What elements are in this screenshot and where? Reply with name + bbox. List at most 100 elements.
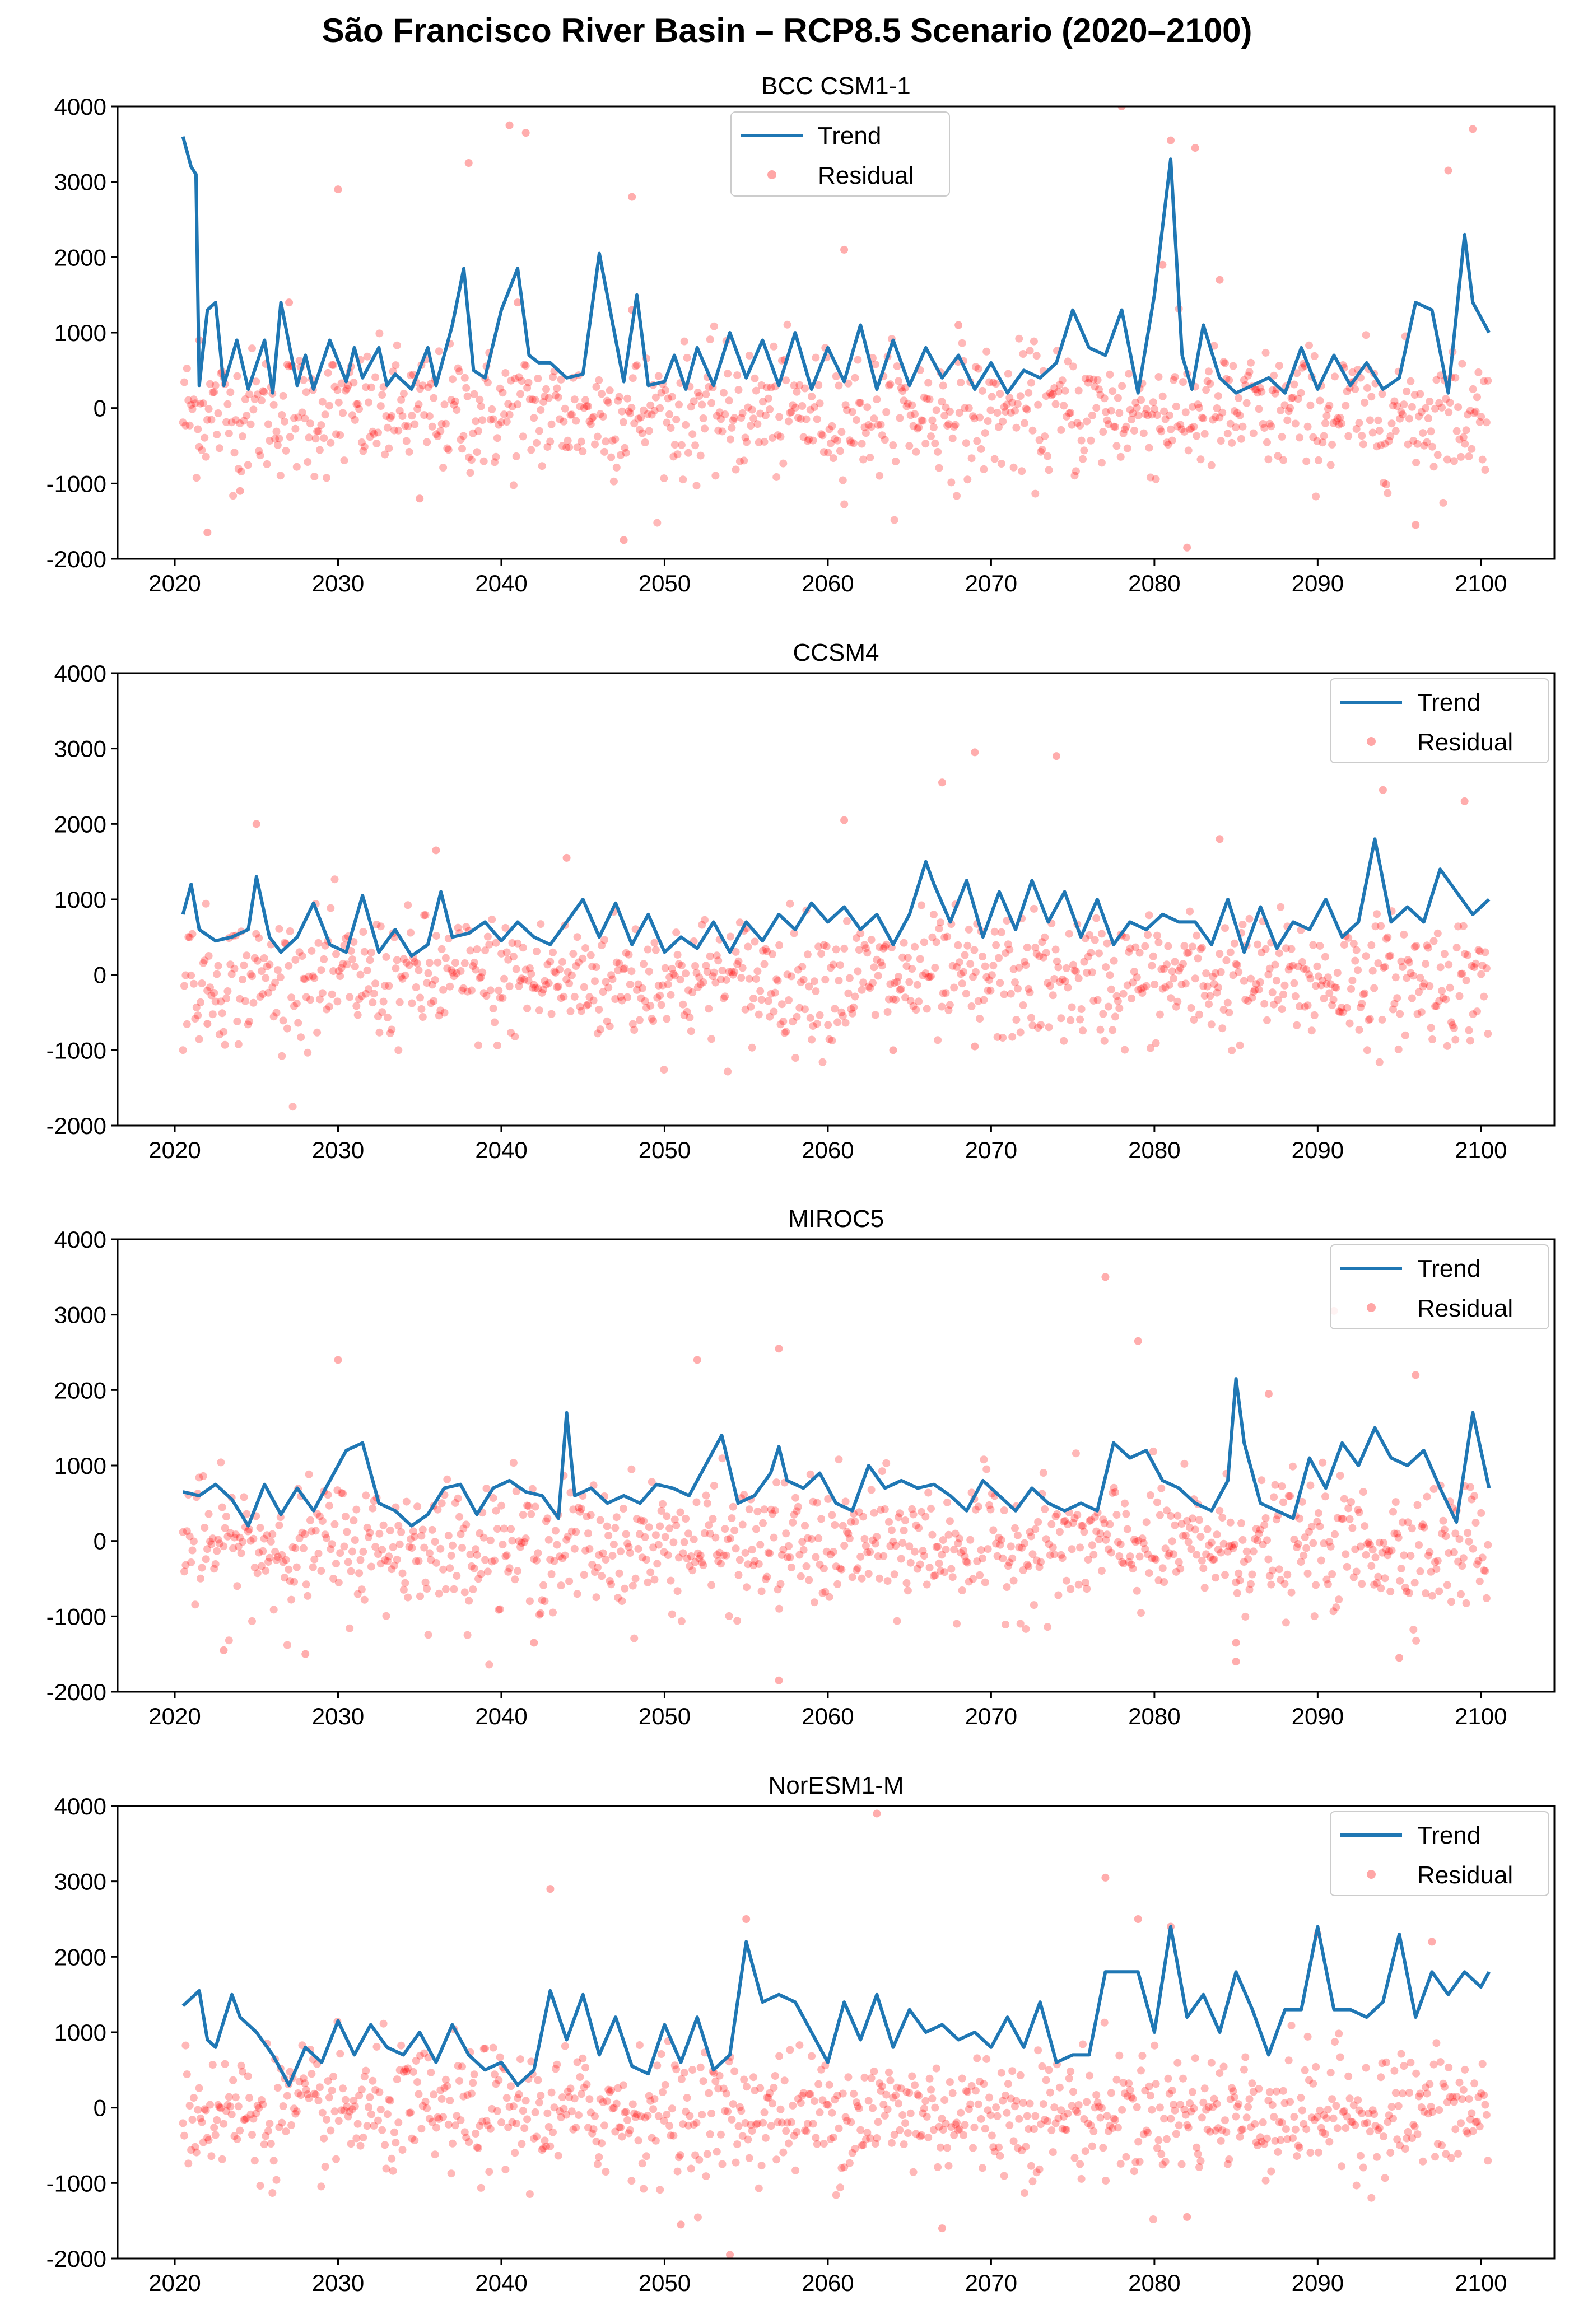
residual-point bbox=[1244, 997, 1252, 1005]
residual-point bbox=[318, 989, 327, 997]
residual-point bbox=[1167, 994, 1175, 1002]
residual-point bbox=[298, 1528, 306, 1537]
residual-point bbox=[1065, 409, 1073, 418]
residual-point bbox=[996, 2152, 1004, 2160]
residual-point bbox=[641, 438, 649, 446]
residual-point bbox=[187, 2146, 195, 2154]
residual-point bbox=[199, 2138, 207, 2146]
residual-point bbox=[698, 1558, 706, 1567]
residual-point bbox=[794, 414, 802, 422]
residual-point bbox=[1484, 1030, 1492, 1038]
residual-point bbox=[1218, 1024, 1227, 1033]
residual-point bbox=[1183, 2213, 1191, 2221]
residual-point bbox=[793, 1507, 801, 1515]
residual-point bbox=[367, 383, 375, 391]
residual-point bbox=[1385, 1547, 1393, 1556]
residual-point bbox=[249, 998, 258, 1007]
residual-point bbox=[411, 1532, 419, 1541]
residual-point bbox=[278, 1551, 286, 1559]
residual-point bbox=[1236, 1576, 1244, 1584]
residual-point bbox=[1109, 2124, 1117, 2132]
residual-point bbox=[479, 457, 488, 465]
residual-point bbox=[654, 372, 663, 380]
residual-point bbox=[866, 1548, 874, 1556]
residual-point bbox=[1398, 410, 1407, 419]
residual-point bbox=[976, 413, 984, 422]
residual-point bbox=[1181, 2111, 1190, 2119]
residual-point bbox=[305, 972, 313, 981]
residual-point bbox=[534, 984, 542, 993]
residual-point bbox=[1255, 405, 1263, 413]
residual-point bbox=[482, 2117, 491, 2125]
residual-point bbox=[843, 1528, 851, 1536]
residual-point bbox=[953, 963, 961, 971]
residual-point bbox=[713, 1551, 721, 1559]
residual-point bbox=[653, 1560, 662, 1568]
residual-point bbox=[509, 481, 518, 489]
residual-point bbox=[950, 2131, 958, 2139]
residual-point bbox=[1129, 2094, 1137, 2103]
residual-point bbox=[844, 989, 853, 997]
residual-point bbox=[635, 1016, 644, 1024]
residual-point bbox=[1297, 1558, 1305, 1566]
residual-point bbox=[359, 928, 367, 936]
residual-point bbox=[413, 2078, 422, 2086]
residual-point bbox=[1247, 1580, 1255, 1588]
residual-point bbox=[511, 2149, 519, 2157]
residual-point bbox=[814, 942, 823, 951]
residual-point bbox=[650, 407, 659, 415]
residual-point bbox=[997, 1536, 1005, 1544]
residual-point bbox=[1362, 952, 1370, 960]
residual-point bbox=[454, 923, 462, 932]
residual-point bbox=[690, 1535, 698, 1543]
residual-point bbox=[192, 1003, 201, 1011]
residual-point bbox=[495, 1606, 503, 1614]
residual-point bbox=[627, 1465, 636, 1473]
residual-point bbox=[656, 404, 664, 412]
residual-point bbox=[1018, 2146, 1026, 2155]
residual-point bbox=[537, 920, 545, 928]
residual-point bbox=[729, 2100, 737, 2108]
residual-point bbox=[203, 2134, 212, 2142]
residual-point bbox=[698, 400, 706, 409]
residual-point bbox=[534, 2076, 542, 2084]
residual-point bbox=[1114, 997, 1122, 1005]
residual-point bbox=[1275, 362, 1283, 370]
residual-point bbox=[791, 403, 800, 412]
residual-point bbox=[981, 962, 989, 970]
residual-point bbox=[811, 2097, 818, 2106]
residual-point bbox=[1289, 1462, 1297, 1471]
residual-point bbox=[1319, 977, 1327, 985]
residual-point bbox=[1172, 1567, 1180, 1576]
residual-point bbox=[759, 1519, 767, 1527]
residual-point bbox=[533, 947, 541, 955]
residual-point bbox=[1146, 1491, 1154, 1499]
residual-point bbox=[236, 1533, 244, 1542]
residual-point bbox=[1107, 985, 1115, 993]
residual-point bbox=[614, 966, 622, 974]
residual-point bbox=[1008, 1554, 1017, 1562]
residual-point bbox=[1474, 368, 1483, 376]
residual-point bbox=[742, 1915, 751, 1923]
residual-point bbox=[561, 404, 569, 413]
residual-point bbox=[317, 2182, 325, 2191]
residual-point bbox=[1265, 1572, 1274, 1580]
residual-point bbox=[1047, 1520, 1056, 1528]
residual-point bbox=[677, 2220, 685, 2229]
residual-point bbox=[676, 1508, 684, 1516]
residual-point bbox=[189, 2094, 198, 2102]
residual-point bbox=[404, 1593, 412, 1602]
residual-point bbox=[500, 410, 508, 419]
residual-point bbox=[1289, 394, 1297, 402]
residual-point bbox=[393, 956, 401, 964]
residual-point bbox=[740, 2075, 748, 2084]
residual-point bbox=[1482, 964, 1491, 973]
residual-point bbox=[602, 978, 610, 986]
residual-point bbox=[887, 1526, 896, 1534]
residual-point bbox=[226, 960, 235, 969]
residual-point bbox=[585, 993, 594, 1001]
residual-point bbox=[1203, 2125, 1212, 2134]
residual-point bbox=[1025, 1562, 1033, 1571]
legend-box bbox=[730, 111, 950, 197]
legend-residual-swatch bbox=[1367, 1870, 1376, 1879]
